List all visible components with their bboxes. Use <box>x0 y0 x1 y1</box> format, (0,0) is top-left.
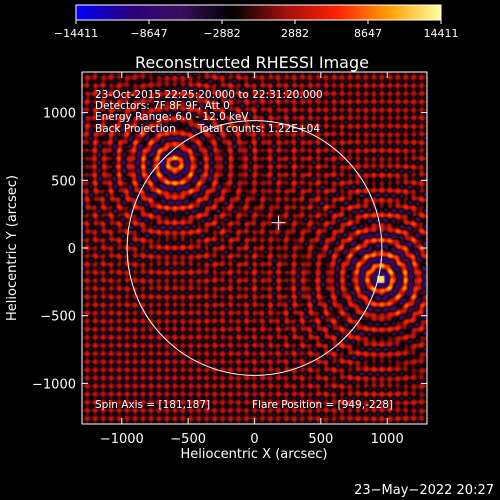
x-tick-label: 500 <box>308 432 333 447</box>
colorbar-tick-label: −8647 <box>130 27 167 40</box>
y-axis-label: Heliocentric Y (arcsec) <box>5 175 20 321</box>
solar-limb-circle <box>126 120 383 376</box>
y-tick-label: −500 <box>40 310 76 325</box>
colorbar-gradient <box>76 5 441 20</box>
y-tick-label: −1000 <box>32 377 76 392</box>
annotation-total-counts: Total counts: 1.22E+04 <box>197 123 320 135</box>
x-axis-ticks: −1000 −500 0 500 1000 <box>100 72 404 447</box>
annotation-energy-range: Energy Range: 6.0 - 12.0 keV <box>95 111 249 123</box>
colorbar-tick-label: −2882 <box>203 27 240 40</box>
x-tick-label: 0 <box>250 432 258 447</box>
x-tick-label: 1000 <box>371 432 404 447</box>
y-tick-label: 500 <box>51 174 76 189</box>
annotation-detectors: Detectors: 7F 8F 9F, Att 0 <box>95 100 230 112</box>
x-tick-label: −500 <box>170 432 206 447</box>
heatmap-image <box>82 72 427 424</box>
y-tick-label: 1000 <box>43 107 76 122</box>
y-tick-label: 0 <box>68 242 76 257</box>
y-axis-ticks: −1000 −500 0 500 1000 <box>32 107 427 392</box>
spin-axis-marker <box>271 215 286 230</box>
annotation-flare-position: Flare Position = [949,-228] <box>252 399 393 411</box>
annotation-spin-axis: Spin Axis = [181,187] <box>95 399 210 411</box>
colorbar-tick-label: 2882 <box>281 27 309 40</box>
timestamp: 23−May−2022 20:27 <box>354 483 494 498</box>
colorbar-tick-label: 14411 <box>424 27 459 40</box>
colorbar-frame <box>75 4 442 21</box>
annotation-time-range: 23-Oct-2015 22:25:20.000 to 22:31:20.000 <box>95 89 323 101</box>
x-tick-label: −1000 <box>100 432 144 447</box>
chart-title: Reconstructed RHESSI Image <box>135 53 369 72</box>
colorbar-tick-label: −14411 <box>54 27 98 40</box>
x-axis-label: Heliocentric X (arcsec) <box>181 447 328 462</box>
colorbar-tick-label: 8647 <box>354 27 382 40</box>
colorbar-ticks: −14411 −8647 −2882 2882 8647 14411 <box>54 20 459 40</box>
annotation-method: Back Projection <box>95 123 176 135</box>
